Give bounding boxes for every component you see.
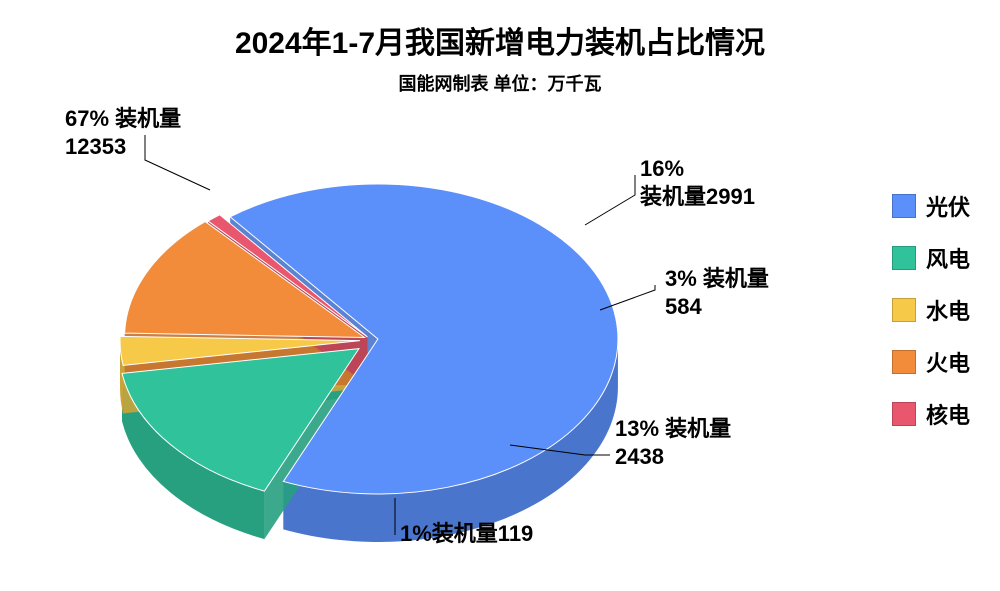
legend-label: 光伏 <box>926 190 970 222</box>
legend-swatch-hydro <box>892 298 916 322</box>
slice-label-line1: 16% <box>640 155 755 183</box>
legend-label: 火电 <box>926 346 970 378</box>
leader-line-wind <box>585 175 635 225</box>
pie-chart-container: 2024年1-7月我国新增电力装机占比情况 国能网制表 单位：万千瓦 67% 装… <box>0 0 1000 591</box>
legend-swatch-thermal <box>892 350 916 374</box>
slice-label-hydro: 3% 装机量584 <box>665 265 769 320</box>
pie-svg <box>0 0 1000 591</box>
legend-swatch-nuclear <box>892 402 916 426</box>
slice-label-thermal: 13% 装机量2438 <box>615 415 731 470</box>
slice-label-line2: 12353 <box>65 133 181 161</box>
legend-label: 核电 <box>926 398 970 430</box>
slice-label-line1: 13% 装机量 <box>615 415 731 443</box>
legend-item-wind: 风电 <box>892 242 970 274</box>
slice-label-line2: 2438 <box>615 443 731 471</box>
slice-label-line1: 1%装机量119 <box>400 520 533 548</box>
legend-label: 水电 <box>926 294 970 326</box>
legend: 光伏风电水电火电核电 <box>892 190 970 430</box>
legend-item-solar: 光伏 <box>892 190 970 222</box>
legend-item-hydro: 水电 <box>892 294 970 326</box>
slice-label-solar: 67% 装机量12353 <box>65 105 181 160</box>
legend-swatch-wind <box>892 246 916 270</box>
legend-swatch-solar <box>892 194 916 218</box>
slice-label-line1: 67% 装机量 <box>65 105 181 133</box>
legend-item-thermal: 火电 <box>892 346 970 378</box>
slice-label-line2: 584 <box>665 293 769 321</box>
slice-label-wind: 16%装机量2991 <box>640 155 755 210</box>
legend-label: 风电 <box>926 242 970 274</box>
legend-item-nuclear: 核电 <box>892 398 970 430</box>
slice-label-line1: 3% 装机量 <box>665 265 769 293</box>
slice-label-line2: 装机量2991 <box>640 183 755 211</box>
slice-label-nuclear: 1%装机量119 <box>400 520 533 548</box>
